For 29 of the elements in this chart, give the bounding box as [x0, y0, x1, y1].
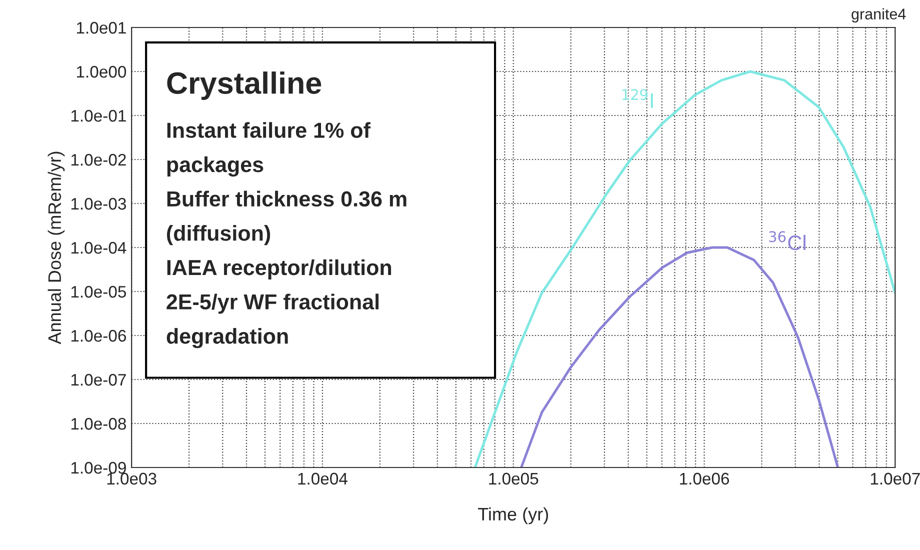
annotation: IAEA receptor/dilution	[167, 259, 392, 280]
y-tick-label: 1.0e-04	[71, 242, 126, 254]
annotation: packages	[167, 156, 264, 177]
y-tick-label: 1.0e00	[77, 66, 126, 78]
x-tick-label: 1.0e03	[107, 472, 156, 485]
y-tick-label: 1.0e-06	[71, 330, 126, 342]
y-tick-label: 1.0e-08	[71, 418, 126, 430]
x-tick-label: 1.0e04	[298, 472, 348, 485]
y-axis-title: Annual Dose (mRem/yr)	[48, 152, 65, 344]
y-tick-label: 1.0e-02	[71, 154, 126, 166]
x-tick-label: 1.0e06	[680, 472, 730, 485]
y-tick-label: 1.0e-05	[71, 286, 126, 298]
x-tick-label: 1.0e05	[489, 472, 538, 485]
annotation: Buffer thickness 0.36 m	[167, 190, 406, 207]
y-tick-label: 1.0e01	[77, 22, 126, 34]
annotation: 2E-5/yr WF fractional	[166, 294, 379, 314]
y-tick-label: 1.0e-03	[71, 198, 126, 210]
series-label: $^{129}$I	[622, 89, 653, 108]
y-tick-label: 1.0e-09	[71, 462, 126, 474]
x-tick-label: 1.0e07	[870, 472, 920, 485]
annotation: degradation	[166, 328, 288, 348]
x-axis-title: Time (yr)	[478, 507, 548, 524]
text: granite4	[852, 8, 906, 22]
y-tick-label: 1.0e-07	[71, 374, 126, 386]
y-tick-label: 1.0e-01	[71, 110, 126, 122]
annotation: Crystalline	[167, 72, 322, 100]
annotation: (diffusion)	[166, 225, 270, 246]
series-label: $^{36}$Cl	[769, 231, 806, 250]
annotation: Instant failure 1% of	[167, 122, 371, 138]
